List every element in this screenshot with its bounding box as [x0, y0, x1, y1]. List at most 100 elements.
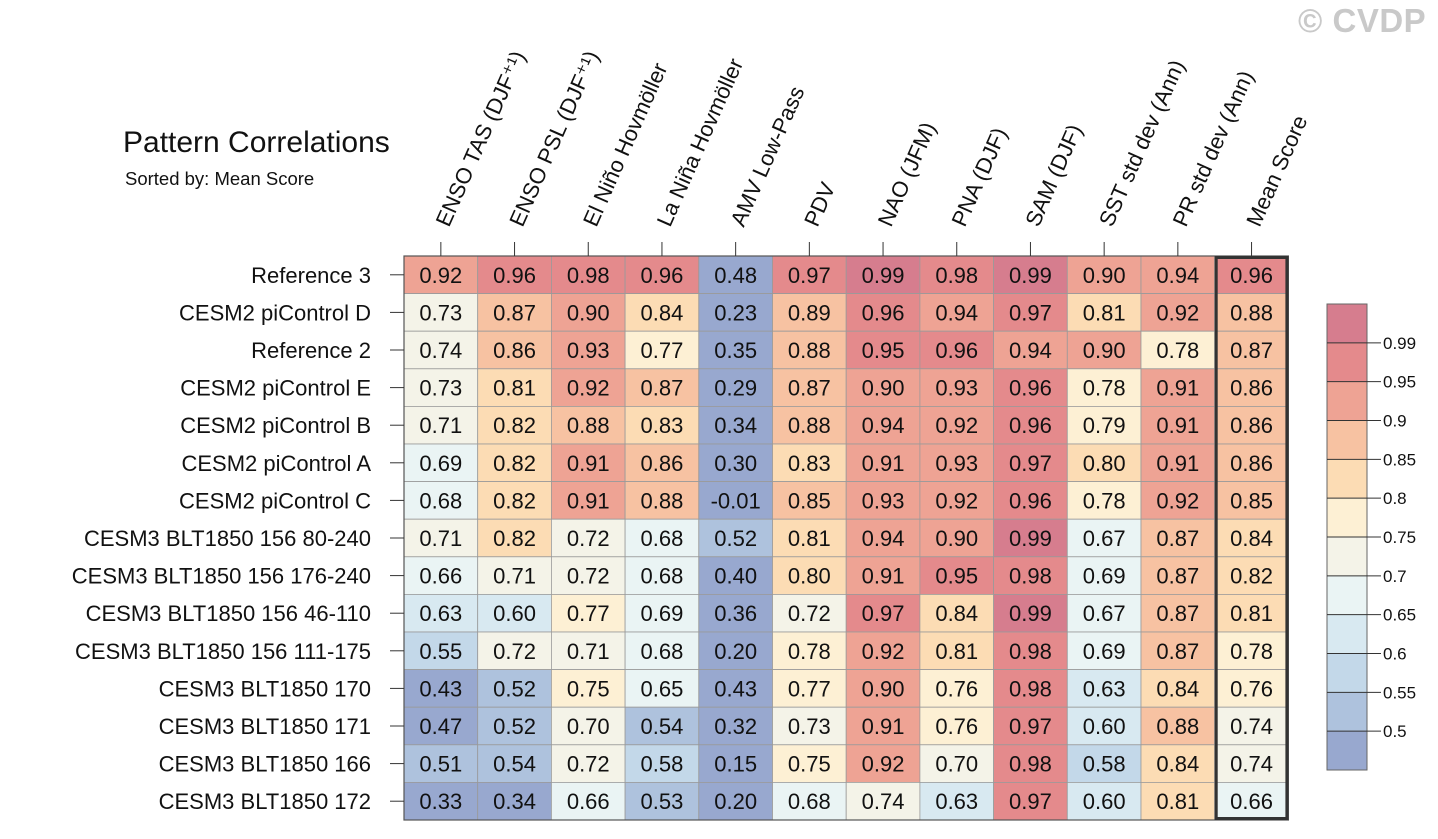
cell-value: 0.75 [788, 752, 831, 777]
row-label: CESM3 BLT1850 171 [159, 714, 371, 739]
mean-score-highlight [1214, 256, 1289, 820]
colorbar-segment [1327, 498, 1367, 537]
cell-value: 0.81 [493, 376, 536, 401]
heatmap-cell [919, 518, 995, 558]
heatmap-cell [993, 594, 1068, 633]
heatmap-cell [624, 443, 700, 482]
colorbar-label: 0.8 [1383, 489, 1407, 508]
cell-value: 0.33 [419, 789, 462, 814]
cell-value: 0.91 [862, 564, 905, 589]
cell-value: 0.98 [1009, 564, 1052, 589]
cell-value: 0.99 [1009, 263, 1052, 288]
cell-value: 0.94 [1156, 263, 1199, 288]
heatmap-cell [1066, 330, 1142, 370]
cell-value: 0.99 [1009, 526, 1052, 551]
cell-value: 0.78 [1230, 639, 1273, 664]
cell-value: 0.77 [788, 676, 831, 701]
heatmap-cell [919, 631, 995, 670]
heatmap-cell [624, 481, 700, 520]
chart-subtitle: Sorted by: Mean Score [125, 168, 315, 189]
cell-value: 0.23 [714, 300, 757, 325]
heatmap-cell [477, 744, 552, 783]
cell-value: 0.76 [1230, 676, 1273, 701]
heatmap-cell [919, 669, 995, 708]
cell-value: 0.87 [1156, 639, 1199, 664]
heatmap-cell [1066, 631, 1142, 670]
heatmap-cell [1066, 443, 1142, 482]
heatmap-cell [993, 481, 1068, 520]
cell-value: 0.69 [641, 601, 684, 626]
heatmap-cell [1140, 255, 1216, 294]
cell-value: 0.55 [419, 639, 462, 664]
colorbar-label: 0.55 [1383, 683, 1416, 702]
heatmap-cell [403, 706, 479, 746]
colorbar-segment [1327, 537, 1367, 576]
heatmap-cell [993, 669, 1068, 708]
cell-value: 0.78 [1083, 488, 1126, 513]
cell-value: 0.86 [1230, 451, 1273, 476]
heatmap-cell [845, 293, 921, 332]
cell-value: 0.93 [935, 451, 978, 476]
heatmap-cell [698, 443, 773, 482]
row-label: CESM2 piControl B [180, 413, 371, 438]
cell-value: 0.72 [788, 601, 831, 626]
heatmap-cell [772, 518, 847, 558]
colorbar-label: 0.99 [1383, 334, 1416, 353]
colorbar-segment [1327, 614, 1367, 654]
heatmap-cell [919, 556, 995, 595]
heatmap-cell [477, 481, 552, 520]
heatmap-cell [1214, 255, 1289, 294]
heatmap-cell [698, 594, 773, 633]
cell-value: 0.92 [1156, 488, 1199, 513]
cell-value: 0.60 [493, 601, 536, 626]
cell-value: 0.96 [1230, 263, 1273, 288]
column-label: PR std dev (Ann) [1168, 67, 1259, 230]
cell-value: 0.29 [714, 376, 757, 401]
cell-value: 0.68 [641, 526, 684, 551]
heatmap-cell [919, 443, 995, 482]
cell-value: 0.81 [1083, 300, 1126, 325]
heatmap-cell [772, 481, 847, 520]
heatmap-cell [403, 556, 479, 595]
cell-value: 0.96 [935, 338, 978, 363]
cell-value: 0.20 [714, 789, 757, 814]
heatmap-cell [845, 631, 921, 670]
cell-value: 0.94 [935, 300, 978, 325]
heatmap-cell [772, 443, 847, 482]
cell-value: 0.65 [641, 676, 684, 701]
heatmap-cell [1140, 368, 1216, 407]
cell-value: 0.91 [1156, 451, 1199, 476]
cell-value: 0.97 [1009, 714, 1052, 739]
cell-value: 0.63 [1083, 676, 1126, 701]
cell-value: 0.88 [1156, 714, 1199, 739]
heatmap-cell [1140, 556, 1216, 595]
colorbar-label: 0.9 [1383, 412, 1407, 431]
cell-value: 0.43 [714, 676, 757, 701]
cell-value: 0.78 [1156, 338, 1199, 363]
cell-value: 0.78 [788, 639, 831, 664]
heatmap-cell [698, 518, 773, 558]
heatmap-cell [845, 594, 921, 633]
column-label: Mean Score [1241, 111, 1312, 230]
heatmap-cell [1066, 518, 1142, 558]
cell-value: 0.87 [1230, 338, 1273, 363]
cell-value: 0.70 [567, 714, 610, 739]
cell-value: 0.98 [935, 263, 978, 288]
cell-value: 0.83 [641, 413, 684, 438]
cell-value: 0.82 [493, 488, 536, 513]
row-label: CESM3 BLT1850 156 80-240 [84, 526, 371, 551]
heatmap-cell [551, 782, 626, 821]
heatmap-cell [845, 368, 921, 407]
colorbar-segment [1327, 575, 1367, 615]
heatmap-cell [698, 293, 773, 332]
cell-value: 0.85 [1230, 488, 1273, 513]
heatmap-cell [845, 744, 921, 783]
heatmap-cell [993, 443, 1068, 482]
heatmap-cell [1140, 744, 1216, 783]
heatmap-cell [1140, 518, 1216, 558]
row-label: CESM3 BLT1850 172 [159, 789, 371, 814]
colorbar-label: 0.5 [1383, 722, 1407, 741]
heatmap-cell [772, 330, 847, 370]
cell-value: 0.97 [788, 263, 831, 288]
cell-value: 0.30 [714, 451, 757, 476]
